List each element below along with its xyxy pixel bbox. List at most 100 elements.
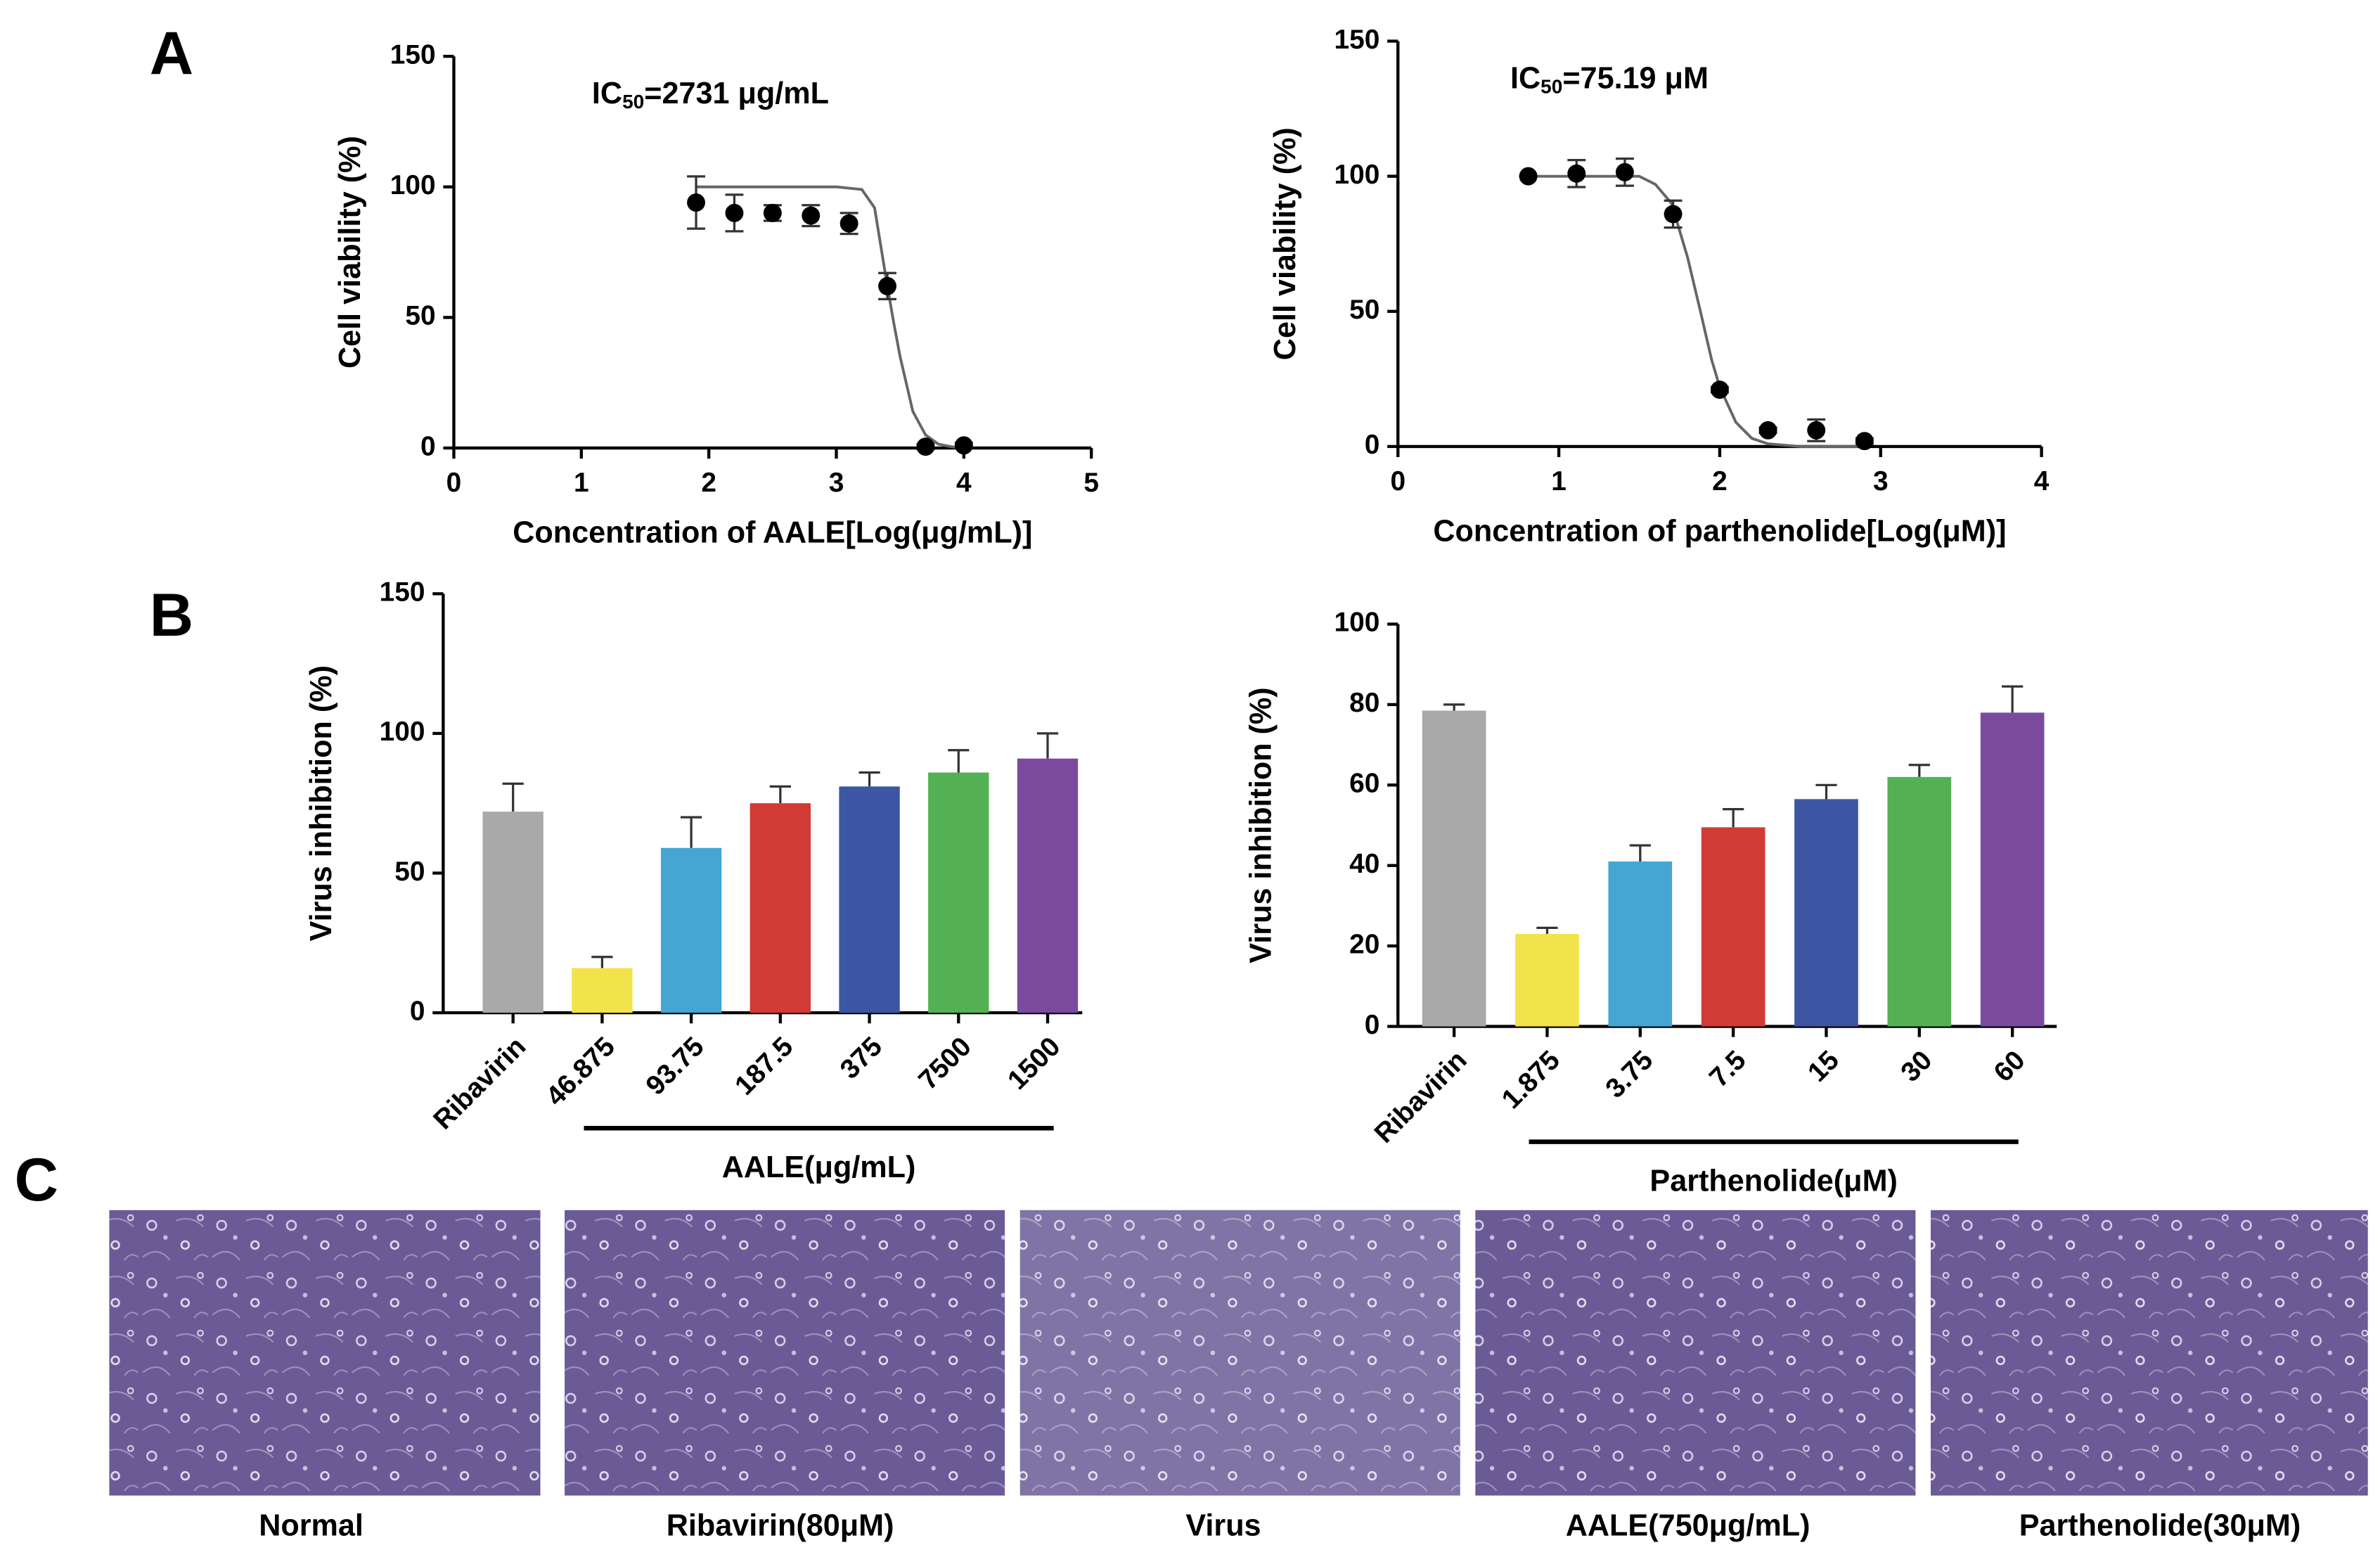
y-tick-label: 40 xyxy=(1349,849,1379,879)
point xyxy=(687,193,705,212)
image-caption: AALE(750μg/mL) xyxy=(1566,1508,1810,1542)
error-bar xyxy=(1908,764,1930,777)
point xyxy=(954,436,973,455)
error-bar xyxy=(502,782,524,812)
bar xyxy=(1701,827,1765,1027)
bar xyxy=(1794,799,1858,1027)
fit-curve xyxy=(696,185,965,449)
bar xyxy=(1515,933,1579,1027)
error-bar xyxy=(948,749,970,773)
x-tick-label: 3 xyxy=(1873,466,1889,496)
x-tick-label: 5 xyxy=(1083,468,1099,498)
annotation: IC50=2731 μg/mL xyxy=(592,77,829,113)
image-caption: Ribavirin(80μM) xyxy=(667,1508,894,1542)
error-bar xyxy=(681,816,702,848)
point xyxy=(1615,162,1634,181)
point xyxy=(1567,164,1586,183)
panel-label: A xyxy=(150,20,193,87)
point xyxy=(763,203,782,222)
bar xyxy=(1422,710,1486,1027)
error-bar xyxy=(2002,685,2024,713)
bar xyxy=(660,847,722,1013)
x-tick-label: 0 xyxy=(1390,466,1406,496)
bar xyxy=(572,968,633,1013)
point xyxy=(725,203,744,222)
y-axis-label: Virus inhibition (%) xyxy=(304,665,338,941)
y-tick-label: 100 xyxy=(1334,160,1380,190)
bar xyxy=(750,803,811,1013)
error-bar xyxy=(1629,844,1651,862)
y-tick-label: 50 xyxy=(1349,295,1379,325)
annotation-part: 50 xyxy=(1540,76,1562,98)
micrographs: Normal Ribavirin(80μM) Virus AALE(750μg/… xyxy=(109,1210,2368,1542)
image-caption: Virus xyxy=(1185,1508,1261,1542)
chart: 0 1 2 3 4 5 Concentration of AALE[Log(μg/mL)] I… xyxy=(333,39,1099,549)
image-caption: Normal xyxy=(259,1508,364,1542)
error-bar xyxy=(1036,732,1059,759)
error-bar xyxy=(591,956,613,968)
annotation-part: IC xyxy=(592,77,622,111)
error-bar xyxy=(858,771,880,787)
x-tick-label: 2 xyxy=(1712,466,1728,496)
y-tick-label: 50 xyxy=(405,301,435,331)
bar xyxy=(928,772,989,1013)
image-caption: Parthenolide(30μM) xyxy=(2019,1508,2301,1542)
point xyxy=(802,206,821,225)
annotation-part: IC xyxy=(1510,62,1540,96)
group-label: AALE(μg/mL) xyxy=(722,1150,916,1184)
x-axis-label: Concentration of AALE[Log(μg/mL)] xyxy=(513,516,1032,550)
bar xyxy=(1017,758,1079,1013)
y-tick-label: 80 xyxy=(1349,688,1379,718)
x-tick-label: 1 xyxy=(1551,466,1567,496)
y-tick-label: 50 xyxy=(394,857,425,887)
bar xyxy=(839,786,900,1013)
point xyxy=(916,437,935,456)
y-tick-label: 60 xyxy=(1349,769,1379,799)
y-tick-label: 100 xyxy=(1334,608,1380,638)
chart: 0 1 2 3 4 Concentration of parthenolide[Log(μ… xyxy=(1268,25,2050,549)
micrograph xyxy=(1930,1210,2368,1496)
point xyxy=(1758,421,1777,440)
error-bar xyxy=(1815,783,1837,800)
fit-curve xyxy=(1528,174,1865,448)
x-tick-label: 0 xyxy=(446,468,462,498)
micrograph xyxy=(109,1210,541,1496)
error-bar xyxy=(1536,926,1558,934)
bar xyxy=(1608,861,1673,1027)
x-tick-label: 2 xyxy=(701,468,716,498)
point xyxy=(878,276,896,295)
x-tick-label: 3 xyxy=(829,468,844,498)
group-label: Parthenolide(μM) xyxy=(1649,1164,1897,1198)
y-tick-label: 0 xyxy=(420,431,436,461)
point xyxy=(1855,432,1874,451)
x-tick-label: 4 xyxy=(956,468,972,498)
bar xyxy=(1980,712,2045,1027)
y-tick-label: 0 xyxy=(410,996,425,1026)
y-axis-label: Cell viability (%) xyxy=(333,136,367,368)
annotation: IC50=75.19 μM xyxy=(1510,62,1709,98)
x-tick-label: 4 xyxy=(2034,466,2050,496)
y-tick-label: 100 xyxy=(390,170,436,200)
point xyxy=(1807,421,1826,440)
y-tick-label: 150 xyxy=(390,39,436,70)
y-tick-label: 0 xyxy=(1365,1010,1380,1040)
bar xyxy=(482,812,543,1013)
point xyxy=(1519,167,1538,186)
annotation-part: 50 xyxy=(622,91,644,113)
micrograph xyxy=(1475,1210,1916,1496)
error-bar xyxy=(1723,808,1744,828)
point xyxy=(840,214,858,233)
y-tick-label: 20 xyxy=(1349,929,1379,959)
point xyxy=(1664,205,1683,224)
point xyxy=(1710,380,1729,399)
error-bar xyxy=(1443,703,1465,711)
y-axis-label: Virus inhibition (%) xyxy=(1244,687,1278,963)
annotation-part: =75.19 μM xyxy=(1562,62,1709,96)
y-axis-label: Cell viability (%) xyxy=(1268,127,1302,360)
bar xyxy=(1887,776,1952,1027)
panel-label: C xyxy=(15,1146,58,1214)
x-tick-label: 1 xyxy=(574,468,589,498)
y-tick-label: 0 xyxy=(1365,430,1380,460)
